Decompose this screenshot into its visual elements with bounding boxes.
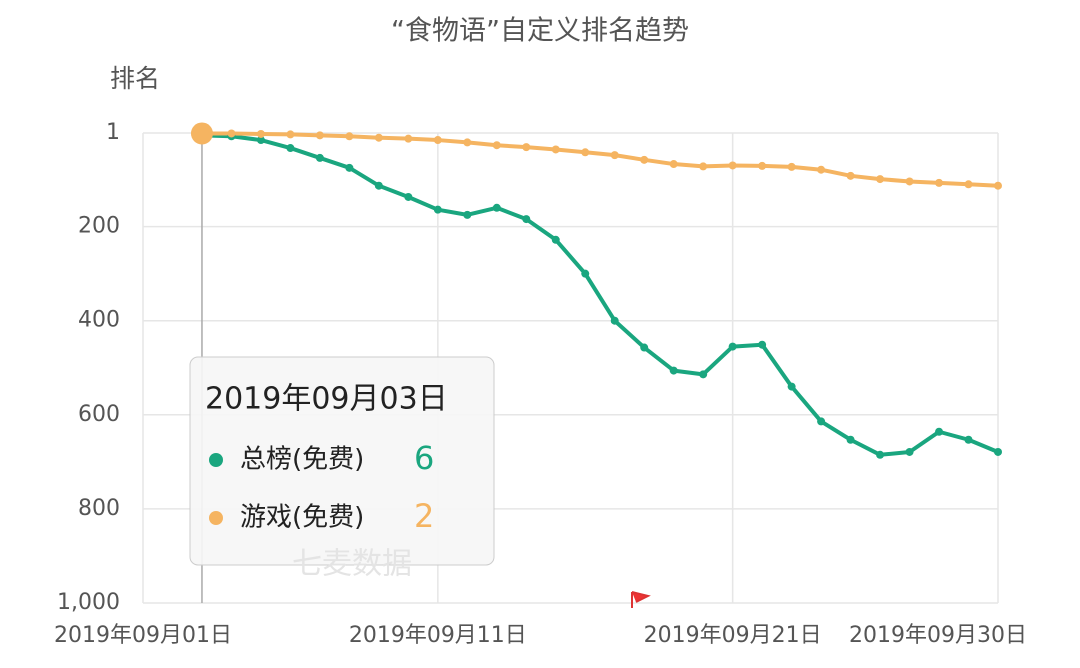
data-point (433, 136, 442, 145)
data-point (728, 161, 737, 170)
tooltip: 七麦数据 2019年09月03日 总榜(免费) 6 游戏(免费) 2 (189, 356, 495, 582)
data-point (551, 235, 560, 244)
data-point (728, 342, 737, 351)
data-point (492, 203, 501, 212)
data-point (190, 122, 213, 145)
data-point (227, 129, 236, 138)
data-point (640, 155, 649, 164)
chart-title: “食物语”自定义排名趋势 (391, 16, 689, 47)
data-point (610, 151, 619, 160)
data-point (935, 178, 944, 187)
data-point (876, 450, 885, 459)
y-tick-label: 200 (78, 214, 120, 239)
data-point (256, 129, 265, 138)
data-point (286, 144, 295, 153)
x-tick-label: 2019年09月30日 (849, 623, 1027, 648)
y-tick-label: 600 (78, 402, 120, 427)
y-tick-label: 800 (78, 496, 120, 521)
data-point (404, 192, 413, 201)
data-point (669, 160, 678, 169)
data-point (522, 215, 531, 224)
series-line (201, 131, 999, 188)
y-axis-label: 排名 (110, 64, 160, 93)
legend-label: 总榜(免费) (240, 445, 364, 475)
data-point (935, 427, 944, 436)
data-point (404, 134, 413, 143)
x-tick-label: 2019年09月01日 (54, 623, 232, 648)
data-point (463, 138, 472, 147)
data-point (492, 141, 501, 150)
data-point (581, 269, 590, 278)
y-tick-label: 1,000 (57, 590, 120, 615)
flag-icon (631, 591, 651, 608)
data-point (758, 340, 767, 349)
data-point (699, 370, 708, 379)
tooltip-box (189, 356, 495, 566)
data-point (994, 181, 1002, 190)
data-point (964, 435, 973, 444)
data-point (581, 148, 590, 157)
data-point (876, 175, 885, 184)
data-point (551, 145, 560, 154)
legend-dot (209, 511, 223, 525)
data-point (846, 171, 855, 180)
tooltip-value: 2 (414, 497, 434, 535)
lines (190, 122, 1002, 459)
data-point (758, 161, 767, 170)
data-point (994, 447, 1002, 456)
y-tick-label: 400 (78, 308, 120, 333)
data-point (640, 343, 649, 352)
data-point (669, 366, 678, 375)
data-point (964, 180, 973, 189)
y-tick-label: 1 (106, 120, 120, 145)
data-point (610, 316, 619, 325)
data-point (286, 130, 295, 139)
data-point (433, 205, 442, 214)
data-point (817, 417, 826, 426)
legend-dot (209, 453, 223, 467)
tooltip-title: 2019年09月03日 (205, 382, 448, 417)
data-point (905, 447, 914, 456)
data-point (374, 181, 383, 190)
data-point (817, 165, 826, 174)
data-point (256, 136, 265, 145)
data-point (374, 133, 383, 142)
data-point (463, 210, 472, 219)
data-point (787, 162, 796, 171)
x-tick-label: 2019年09月21日 (644, 623, 822, 648)
data-point (905, 177, 914, 186)
data-point (345, 132, 354, 141)
data-point (345, 163, 354, 172)
data-point (846, 435, 855, 444)
data-point (699, 162, 708, 171)
watermark: 七麦数据 (292, 547, 412, 582)
data-point (315, 131, 324, 140)
legend-label: 游戏(免费) (240, 503, 364, 533)
x-tick-label: 2019年09月11日 (349, 623, 527, 648)
tooltip-value: 6 (414, 439, 434, 477)
data-point (315, 153, 324, 162)
data-point (787, 382, 796, 391)
series-line (201, 133, 999, 457)
data-point (522, 143, 531, 152)
